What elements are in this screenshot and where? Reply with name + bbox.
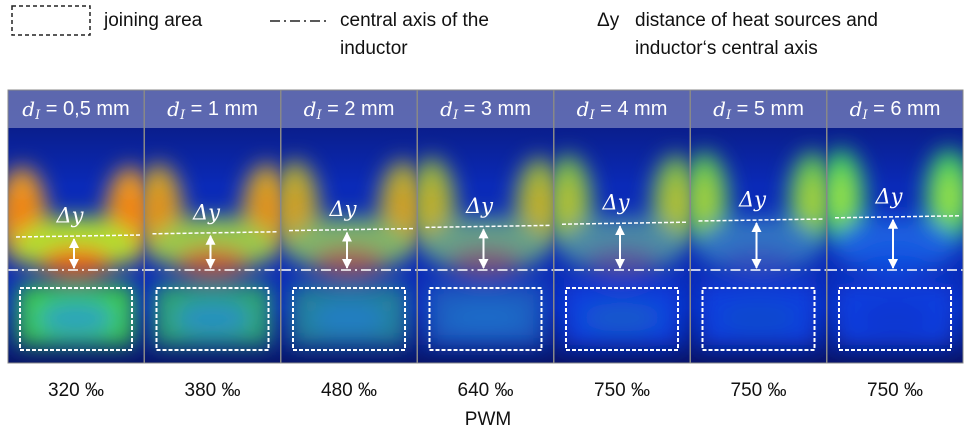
- pwm-label: 320 ‰: [48, 380, 104, 401]
- symbol: d: [167, 97, 180, 121]
- value: = 5 mm: [731, 98, 804, 120]
- symbol: d: [713, 97, 726, 121]
- delta-label: Δy: [328, 197, 357, 221]
- value: = 4 mm: [595, 98, 668, 120]
- value: = 3 mm: [458, 98, 531, 120]
- pwm-label: 750 ‰: [867, 380, 923, 401]
- delta-label: Δy: [192, 200, 221, 224]
- value: = 6 mm: [868, 98, 941, 120]
- symbol: d: [440, 97, 453, 121]
- pwm-label: 480 ‰: [321, 380, 377, 401]
- legend-text: joining area: [103, 10, 203, 31]
- pwm-label: 640 ‰: [458, 380, 514, 401]
- axis-label: PWM: [465, 409, 511, 430]
- delta-label: Δy: [738, 188, 767, 212]
- symbol: d: [22, 97, 35, 121]
- legend-text: central axis of the: [340, 10, 489, 31]
- delta-label: Δy: [601, 191, 630, 215]
- delta-label: Δy: [465, 194, 494, 218]
- figure: joining area central axis of the inductor Δ…: [0, 0, 971, 432]
- pwm-label: 380 ‰: [185, 380, 241, 401]
- symbol: d: [577, 97, 590, 121]
- pwm-label: 750 ‰: [594, 380, 650, 401]
- legend-text: inductor‘s central axis: [635, 38, 818, 59]
- legend-text: inductor: [340, 38, 408, 59]
- value: = 2 mm: [322, 98, 395, 120]
- symbol: d: [304, 97, 317, 121]
- delta-label: Δy: [55, 204, 84, 228]
- legend-symbol: Δy: [597, 10, 620, 31]
- value: = 1 mm: [185, 98, 258, 120]
- pwm-label: 750 ‰: [731, 380, 787, 401]
- value: = 0,5 mm: [40, 98, 129, 120]
- legend: joining area central axis of the inductor Δ…: [103, 10, 878, 59]
- legend-text: distance of heat sources and: [635, 10, 878, 31]
- symbol: d: [850, 97, 863, 121]
- delta-label: Δy: [874, 184, 903, 208]
- legend-dashed-box: [12, 6, 90, 35]
